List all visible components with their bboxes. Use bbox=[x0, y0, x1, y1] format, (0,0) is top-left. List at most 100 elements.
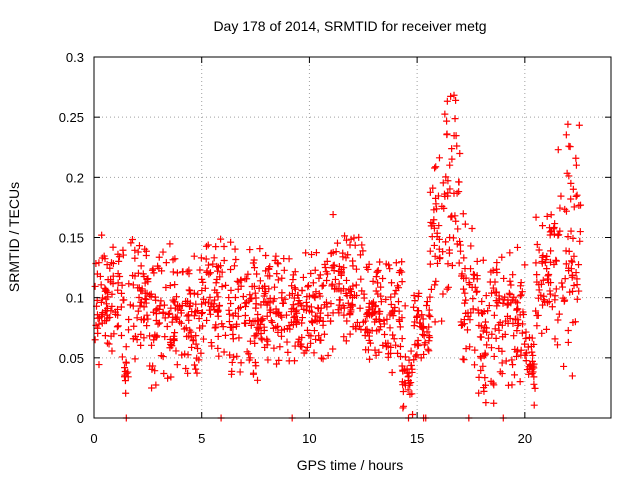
data-point bbox=[190, 252, 198, 260]
data-point bbox=[159, 248, 167, 256]
data-point bbox=[190, 289, 198, 297]
data-point bbox=[214, 293, 222, 301]
data-point bbox=[469, 305, 477, 313]
data-point bbox=[333, 239, 341, 247]
data-point bbox=[491, 325, 499, 333]
data-point bbox=[197, 349, 205, 357]
data-point bbox=[535, 281, 543, 289]
data-point bbox=[343, 236, 351, 244]
data-point bbox=[573, 281, 581, 289]
data-point bbox=[134, 284, 142, 292]
data-point bbox=[254, 311, 262, 319]
data-point bbox=[171, 298, 179, 306]
data-point bbox=[538, 253, 546, 261]
data-point bbox=[369, 277, 377, 285]
data-point bbox=[517, 279, 525, 287]
data-point bbox=[475, 389, 483, 397]
data-point bbox=[332, 248, 340, 256]
data-point bbox=[573, 295, 581, 303]
data-point bbox=[108, 347, 116, 355]
x-tick-labels: 0 5 10 15 20 bbox=[90, 431, 532, 446]
data-point bbox=[453, 142, 461, 150]
data-points bbox=[91, 91, 585, 422]
data-point bbox=[91, 282, 99, 290]
data-point bbox=[213, 262, 221, 270]
data-point bbox=[221, 331, 229, 339]
data-point bbox=[109, 280, 117, 288]
data-point bbox=[426, 293, 434, 301]
data-point bbox=[214, 344, 222, 352]
data-point bbox=[459, 210, 467, 218]
data-point bbox=[513, 306, 521, 314]
data-point bbox=[114, 279, 122, 287]
data-point bbox=[409, 410, 417, 418]
data-point bbox=[487, 377, 495, 385]
data-point bbox=[307, 269, 315, 277]
data-point bbox=[162, 284, 170, 292]
y-axis-label: SRMTID / TECUs bbox=[6, 182, 22, 292]
data-point bbox=[426, 313, 434, 321]
data-point bbox=[114, 270, 122, 278]
data-point bbox=[165, 309, 173, 317]
data-point bbox=[576, 228, 584, 236]
data-point bbox=[431, 318, 439, 326]
data-point bbox=[182, 365, 190, 373]
data-point bbox=[374, 266, 382, 274]
data-point bbox=[261, 343, 269, 351]
data-point bbox=[431, 252, 439, 260]
data-point bbox=[439, 248, 447, 256]
data-point bbox=[387, 293, 395, 301]
data-point bbox=[545, 270, 553, 278]
data-point bbox=[335, 267, 343, 275]
data-point bbox=[559, 283, 567, 291]
data-point bbox=[254, 376, 262, 384]
data-point bbox=[349, 262, 357, 270]
data-point bbox=[117, 303, 125, 311]
data-point bbox=[517, 282, 525, 290]
data-point bbox=[541, 297, 549, 305]
data-point bbox=[308, 308, 316, 316]
data-point bbox=[533, 241, 541, 249]
data-point bbox=[202, 255, 210, 263]
data-point bbox=[125, 326, 133, 334]
data-point bbox=[488, 330, 496, 338]
data-point bbox=[350, 234, 358, 242]
data-point bbox=[346, 330, 354, 338]
data-point bbox=[373, 268, 381, 276]
data-point bbox=[173, 269, 181, 277]
data-point bbox=[411, 297, 419, 305]
data-point bbox=[242, 319, 250, 327]
data-point bbox=[186, 287, 194, 295]
data-point bbox=[447, 213, 455, 221]
data-point bbox=[284, 348, 292, 356]
data-point bbox=[387, 301, 395, 309]
data-point bbox=[569, 234, 577, 242]
data-point bbox=[118, 281, 126, 289]
data-point bbox=[206, 269, 214, 277]
data-point bbox=[377, 292, 385, 300]
data-point bbox=[401, 379, 409, 387]
data-point bbox=[289, 301, 297, 309]
data-point bbox=[264, 356, 272, 364]
data-point bbox=[181, 350, 189, 358]
data-point bbox=[398, 362, 406, 370]
y-tick-label: 0.1 bbox=[66, 291, 84, 306]
data-point bbox=[237, 359, 245, 367]
data-point bbox=[350, 291, 358, 299]
data-point bbox=[278, 274, 286, 282]
data-point bbox=[266, 272, 274, 280]
data-point bbox=[289, 271, 297, 279]
data-point bbox=[185, 266, 193, 274]
data-point bbox=[413, 313, 421, 321]
data-point bbox=[256, 245, 264, 253]
data-point bbox=[280, 266, 288, 274]
data-point bbox=[364, 265, 372, 273]
data-point bbox=[298, 343, 306, 351]
data-point bbox=[481, 374, 489, 382]
data-point bbox=[199, 335, 207, 343]
data-point bbox=[572, 192, 580, 200]
data-point bbox=[509, 271, 517, 279]
axis-ticks bbox=[93, 56, 611, 419]
data-point bbox=[543, 212, 551, 220]
